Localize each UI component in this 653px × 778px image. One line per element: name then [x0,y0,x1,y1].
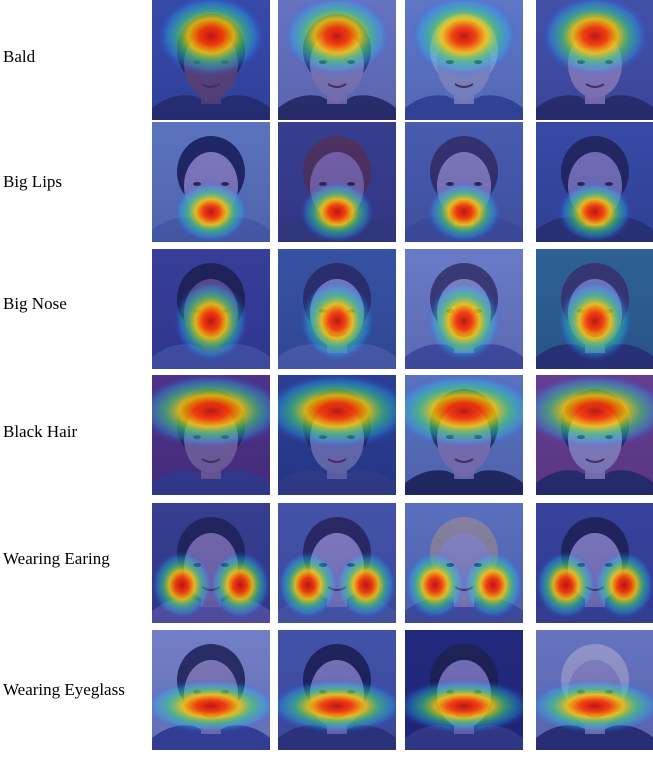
face-tile [152,122,270,242]
face-image [536,630,653,750]
face-image [536,503,653,623]
face-tile [278,630,396,750]
face-tile [536,630,653,750]
heatmap-hotspot [299,280,375,362]
face-image [152,0,270,120]
face-tile [278,122,396,242]
row-bald: Bald [0,0,653,121]
heatmap-hotspot [557,181,633,242]
heatmap-hotspot [282,0,392,77]
face-tile [405,503,523,623]
face-tile [536,249,653,369]
face-tile [405,122,523,242]
face-tile [536,0,653,120]
face-image [278,503,396,623]
heatmap-hotspot [405,375,523,449]
heatmap-hotspot [278,375,396,449]
face-tile [405,0,523,120]
face-image [278,630,396,750]
heatmap-hotspot [156,0,266,77]
face-image [278,375,396,495]
face-tile [278,0,396,120]
face-tile [152,0,270,120]
face-image [405,630,523,750]
face-tile [405,630,523,750]
row-label: Wearing Earing [3,549,110,568]
heatmap-hotspot [152,678,270,734]
heatmap-hotspot [462,551,523,619]
row-wearing-eyeglass: Wearing Eyeglass [0,630,653,751]
face-image [152,122,270,242]
face-tile [152,249,270,369]
heatmap-hotspot [278,551,339,619]
face-tile [278,503,396,623]
heatmap-hotspot [536,678,653,734]
face-tile [405,375,523,495]
heatmap-hotspot [173,181,249,242]
face-image [405,122,523,242]
face-image [536,249,653,369]
heatmap-hotspot [299,181,375,242]
row-label: Big Lips [3,172,63,191]
face-image [278,249,396,369]
face-tile [536,503,653,623]
face-tile [278,249,396,369]
face-tile [536,122,653,242]
face-image [152,375,270,495]
heatmap-hotspot [335,551,396,619]
row-label: Wearing Eyeglass [3,680,125,699]
face-tile [152,630,270,750]
heatmap-hotspot [278,678,396,734]
face-tile [278,375,396,495]
row-big-nose: Big Nose [0,249,653,370]
face-tile [405,249,523,369]
face-tile [152,503,270,623]
row-label: Bald [3,47,36,66]
heatmap-hotspot [209,551,270,619]
heatmap-hotspot [593,551,653,619]
face-tile [152,375,270,495]
face-image [278,122,396,242]
face-tile [536,375,653,495]
row-label: Black Hair [3,422,78,441]
face-image [536,0,653,120]
heatmap-hotspot [557,280,633,362]
heatmap-hotspot [152,551,213,619]
face-image [536,375,653,495]
face-image [152,249,270,369]
heatmap-hotspot [173,280,249,362]
face-image [405,375,523,495]
heatmap-hotspot [409,0,519,77]
row-big-lips: Big Lips [0,122,653,243]
heatmap-hotspot [536,375,653,449]
face-image [405,0,523,120]
heatmap-hotspot [405,551,466,619]
face-image [405,503,523,623]
face-image [405,249,523,369]
face-image [536,122,653,242]
row-wearing-earing: Wearing Earing [0,503,653,624]
face-image [152,630,270,750]
heatmap-hotspot [540,0,650,77]
heatmap-hotspot [536,551,597,619]
face-image [152,503,270,623]
heatmap-hotspot [152,375,270,449]
heatmap-hotspot [405,678,523,734]
row-label: Big Nose [3,294,67,313]
heatmap-hotspot [426,280,502,362]
heatmap-hotspot [426,181,502,242]
row-black-hair: Black Hair [0,375,653,496]
face-image [278,0,396,120]
